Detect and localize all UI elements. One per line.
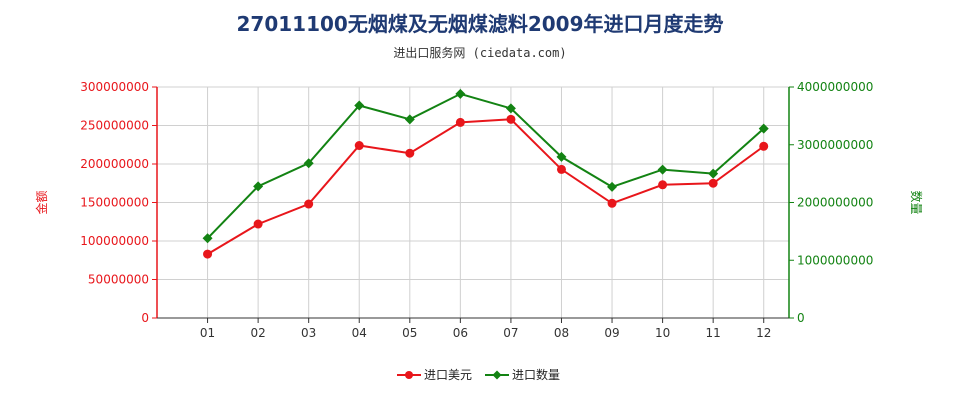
legend-marker-1 bbox=[405, 371, 413, 379]
x-tick-label: 09 bbox=[604, 326, 619, 340]
series-2-point bbox=[607, 181, 618, 192]
legend: 进口美元 进口数量 bbox=[397, 367, 560, 382]
x-tick-label: 02 bbox=[250, 326, 265, 340]
series-2-point bbox=[505, 103, 516, 114]
grid-layer bbox=[156, 86, 790, 319]
series-1-point bbox=[253, 219, 263, 229]
series-2-point bbox=[657, 164, 668, 175]
legend-marker-2 bbox=[492, 370, 502, 380]
series-1-point bbox=[405, 148, 415, 158]
x-tick-label: 04 bbox=[352, 326, 367, 340]
series-2-point bbox=[455, 88, 466, 99]
series-line-1 bbox=[207, 118, 765, 255]
left-tick-label: 300000000 bbox=[80, 80, 149, 94]
series-2-point bbox=[202, 233, 213, 244]
right-tick-label: 1000000000 bbox=[797, 253, 873, 267]
legend-label-2: 进口数量 bbox=[512, 367, 560, 382]
x-tick-label: 10 bbox=[655, 326, 670, 340]
x-tick-label: 08 bbox=[554, 326, 569, 340]
series-2-point bbox=[708, 168, 719, 179]
series-1-point bbox=[455, 117, 465, 127]
series-line-2 bbox=[206, 92, 765, 239]
right-axis-label: 数量 bbox=[909, 190, 924, 214]
right-tick-label: 0 bbox=[797, 311, 805, 325]
left-axis-label: 金额 bbox=[34, 190, 49, 214]
chart-subtitle: 进出口服务网 (ciedata.com) bbox=[393, 46, 567, 60]
series-1-point bbox=[203, 249, 213, 259]
series-1-point bbox=[708, 178, 718, 188]
x-tick-label: 01 bbox=[200, 326, 215, 340]
series-2-point bbox=[404, 114, 415, 125]
left-tick-label: 150000000 bbox=[80, 196, 149, 210]
series-2-point bbox=[354, 100, 365, 111]
series-2-point bbox=[556, 151, 567, 162]
series-2-point bbox=[253, 181, 264, 192]
right-tick-label: 2000000000 bbox=[797, 196, 873, 210]
x-tick-label: 11 bbox=[706, 326, 721, 340]
chart-title: 27011100无烟煤及无烟煤滤料2009年进口月度走势 bbox=[236, 12, 724, 36]
series-layer bbox=[202, 88, 769, 259]
axes-layer: 0 50000000 100000000 150000000 200000000 2500… bbox=[34, 80, 924, 340]
x-tick-label: 12 bbox=[756, 326, 771, 340]
series-1-point bbox=[506, 114, 516, 124]
left-tick-label: 0 bbox=[141, 311, 149, 325]
series-1-point bbox=[354, 141, 364, 151]
x-tick-label: 03 bbox=[301, 326, 316, 340]
x-tick-label: 07 bbox=[503, 326, 518, 340]
left-tick-label: 200000000 bbox=[80, 157, 149, 171]
series-2-point bbox=[303, 158, 314, 169]
left-tick-label: 100000000 bbox=[80, 234, 149, 248]
x-tick-label: 06 bbox=[453, 326, 468, 340]
series-1-point bbox=[304, 199, 314, 209]
series-1-point bbox=[658, 180, 668, 190]
right-tick-label: 3000000000 bbox=[797, 138, 873, 152]
x-tick-label: 05 bbox=[402, 326, 417, 340]
right-tick-label: 4000000000 bbox=[797, 80, 873, 94]
series-1-point bbox=[556, 164, 566, 174]
legend-label-1: 进口美元 bbox=[424, 368, 472, 382]
series-2-point bbox=[758, 123, 769, 134]
series-1-point bbox=[607, 198, 617, 208]
left-tick-label: 250000000 bbox=[80, 119, 149, 133]
series-1-point bbox=[759, 141, 769, 151]
left-tick-label: 50000000 bbox=[88, 273, 149, 287]
